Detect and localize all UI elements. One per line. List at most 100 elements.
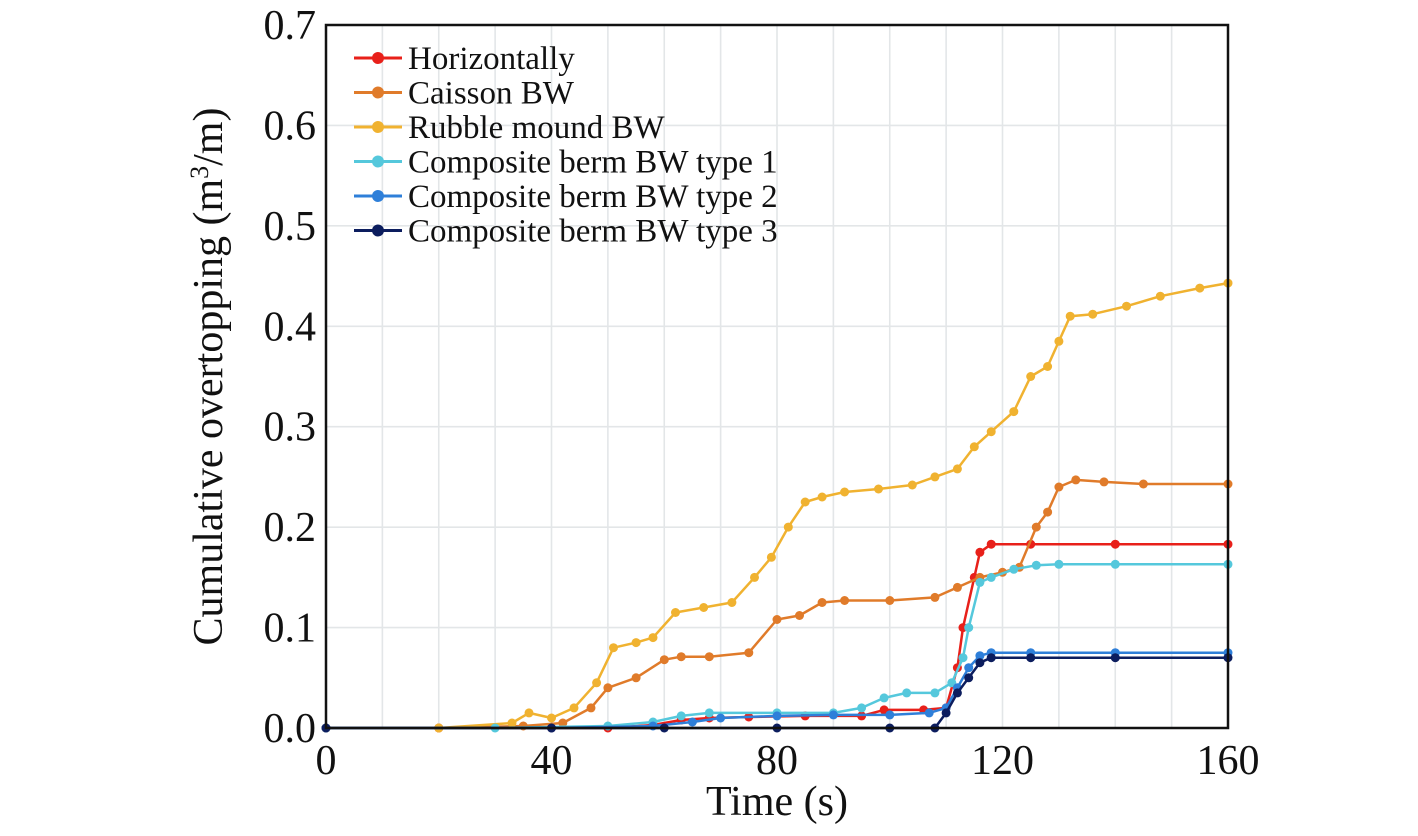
data-point xyxy=(1071,475,1081,485)
data-point xyxy=(986,572,996,582)
data-point xyxy=(716,713,726,723)
data-point xyxy=(879,693,889,703)
data-point xyxy=(800,497,810,507)
data-point xyxy=(986,653,996,663)
legend-swatch-marker xyxy=(372,155,384,168)
legend-label: Composite berm BW type 3 xyxy=(408,214,778,250)
data-point xyxy=(524,708,534,718)
grid xyxy=(326,25,1228,728)
data-point xyxy=(676,652,686,662)
data-point xyxy=(964,663,974,673)
data-point xyxy=(952,464,962,474)
legend-label: Horizontally xyxy=(408,41,575,77)
data-point xyxy=(857,703,867,713)
data-point xyxy=(1054,336,1064,346)
data-point xyxy=(964,623,974,633)
data-point xyxy=(569,703,579,713)
legend-item: Horizontally xyxy=(354,41,575,77)
data-point xyxy=(727,598,737,607)
data-point xyxy=(885,596,895,605)
series-layer xyxy=(321,278,1233,733)
series-line xyxy=(326,478,1228,730)
data-point xyxy=(902,688,912,698)
x-tick-label: 80 xyxy=(756,738,798,784)
data-point xyxy=(609,643,618,653)
tick-labels: 0 40 80 120 160 0.0 0.1 0.2 0.3 0.4 0.5 0.6 0.7 xyxy=(264,3,1260,784)
data-point xyxy=(766,552,776,562)
y-tick-label: 0.4 xyxy=(264,304,317,350)
data-point xyxy=(941,708,951,718)
data-point xyxy=(1110,653,1120,663)
series-3 xyxy=(321,278,1233,733)
data-point xyxy=(975,577,985,587)
data-point xyxy=(817,492,827,502)
data-point xyxy=(924,708,934,718)
legend-item: Composite berm BW type 3 xyxy=(354,214,778,250)
data-point xyxy=(659,655,669,665)
data-point xyxy=(930,472,940,482)
x-tick-label: 40 xyxy=(531,738,573,784)
y-tick-label: 0.2 xyxy=(264,505,317,551)
data-point xyxy=(840,487,850,497)
data-point xyxy=(975,547,985,557)
data-point xyxy=(558,718,568,728)
y-tick-label: 0.0 xyxy=(264,706,317,752)
data-point xyxy=(817,598,827,607)
x-tick-label: 120 xyxy=(971,738,1034,784)
y-axis-label-tail: /m) xyxy=(186,108,232,166)
data-point xyxy=(1009,407,1019,417)
data-point xyxy=(1026,653,1036,663)
data-point xyxy=(1155,291,1165,301)
data-point xyxy=(687,717,697,727)
data-point xyxy=(969,442,979,452)
data-point xyxy=(885,710,895,720)
data-point xyxy=(958,653,968,663)
data-point xyxy=(986,539,996,549)
data-point xyxy=(975,651,985,661)
data-point xyxy=(744,648,754,658)
series-line xyxy=(326,563,1228,730)
data-point xyxy=(704,652,714,662)
x-tick-label: 0 xyxy=(316,738,337,784)
legend-swatch-marker xyxy=(372,190,384,202)
data-point xyxy=(1054,559,1064,569)
x-axis-label: Time (s) xyxy=(706,779,848,825)
data-point xyxy=(930,688,940,698)
plot-frame xyxy=(324,23,1230,730)
legend-swatch-marker xyxy=(372,121,384,133)
data-point xyxy=(592,678,602,688)
legend-item: Composite berm BW type 2 xyxy=(354,179,778,215)
data-point xyxy=(699,603,709,612)
data-point xyxy=(704,708,714,718)
data-point xyxy=(783,522,793,532)
data-point xyxy=(603,683,613,693)
data-point xyxy=(840,596,850,605)
data-point xyxy=(772,615,782,624)
data-point xyxy=(1031,560,1041,570)
data-point xyxy=(964,673,974,683)
data-point xyxy=(676,711,686,721)
data-point xyxy=(1088,309,1098,319)
legend-item: Composite berm BW type 1 xyxy=(354,145,778,181)
data-point xyxy=(952,688,962,698)
data-point xyxy=(631,673,641,683)
data-point xyxy=(1031,522,1041,532)
legend-swatch-marker xyxy=(372,86,384,99)
data-point xyxy=(907,480,917,490)
data-point xyxy=(671,608,680,617)
legend-label: Rubble mound BW xyxy=(408,110,666,146)
y-tick-label: 0.6 xyxy=(264,103,317,149)
data-point xyxy=(1122,301,1131,311)
legend-label: Composite berm BW type 2 xyxy=(408,179,778,215)
data-point xyxy=(795,611,804,620)
data-point xyxy=(648,633,658,643)
data-point xyxy=(986,427,996,437)
data-point xyxy=(1195,283,1205,293)
y-axis-label: Cumulative overtopping (m3/m) xyxy=(185,108,232,646)
data-point xyxy=(772,711,782,721)
data-point xyxy=(975,658,985,668)
data-point xyxy=(1138,479,1148,489)
